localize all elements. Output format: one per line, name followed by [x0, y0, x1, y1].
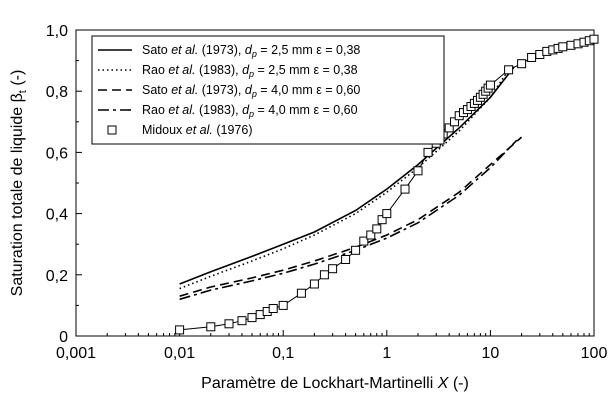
legend-marker-4: [107, 125, 117, 135]
y-tick-label: 0: [59, 329, 68, 346]
series-4-marker: [366, 230, 376, 240]
x-tick-label: 0,001: [56, 345, 96, 362]
series-4-marker: [359, 236, 369, 246]
series-4-marker: [247, 313, 257, 323]
series-4-marker: [372, 224, 382, 234]
series-4-marker: [351, 245, 361, 255]
x-tick-label: 100: [581, 345, 608, 362]
series-4-marker: [377, 215, 387, 225]
series-4-marker: [268, 304, 278, 313]
series-4-marker: [589, 34, 599, 44]
x-tick-label: 0,01: [164, 345, 195, 362]
series-4-marker: [400, 184, 410, 194]
series-4-marker: [278, 300, 288, 310]
series-4-marker: [558, 42, 568, 52]
series-4-marker: [413, 166, 423, 176]
x-tick-label: 0,1: [272, 345, 294, 362]
series-4-marker: [309, 279, 319, 289]
legend-label-0: Sato et al. (1973), dp = 2,5 mm ε = 0,38: [142, 43, 360, 59]
x-axis-label: Paramètre de Lockhart-Martinelli X (-): [201, 375, 469, 392]
x-tick-label: 10: [482, 345, 500, 362]
legend-label-1: Rao et al. (1983), dp = 2,5 mm ε = 0,38: [142, 63, 358, 79]
series-4-marker: [444, 123, 454, 133]
series-0-line: [179, 66, 515, 285]
series-4-marker: [485, 80, 495, 90]
y-tick-label: 1,0: [46, 23, 68, 40]
series-4-marker: [296, 288, 306, 298]
series-4-marker: [237, 316, 247, 326]
series-3-line: [179, 139, 518, 301]
series-4-marker: [527, 53, 537, 62]
series-4-marker: [319, 270, 329, 280]
series-4-marker: [450, 117, 459, 127]
series-4-marker: [341, 255, 351, 264]
legend-box: [91, 35, 445, 145]
series-4-marker: [224, 319, 234, 329]
y-tick-label: 0,4: [46, 207, 68, 224]
series-4-marker: [423, 147, 433, 157]
legend-label-3: Rao et al. (1983), dp = 4,0 mm ε = 0,60: [142, 103, 358, 119]
legend-label-4: Midoux et al. (1976): [142, 123, 253, 137]
series-4-marker: [206, 322, 216, 332]
x-tick-label: 1: [382, 345, 391, 362]
y-tick-label: 0,8: [46, 84, 68, 101]
series-4-marker: [504, 65, 514, 75]
legend-label-2: Sato et al. (1973), dp = 4,0 mm ε = 0,60: [142, 83, 360, 99]
series-4-marker: [517, 59, 527, 69]
y-tick-label: 0,2: [46, 268, 68, 285]
series-4-marker: [328, 264, 338, 274]
series-4-marker: [382, 209, 392, 219]
y-axis-label: Saturation totale de liquide βt (-): [9, 70, 29, 297]
y-tick-label: 0,6: [46, 145, 68, 162]
series-4-marker: [175, 325, 185, 335]
